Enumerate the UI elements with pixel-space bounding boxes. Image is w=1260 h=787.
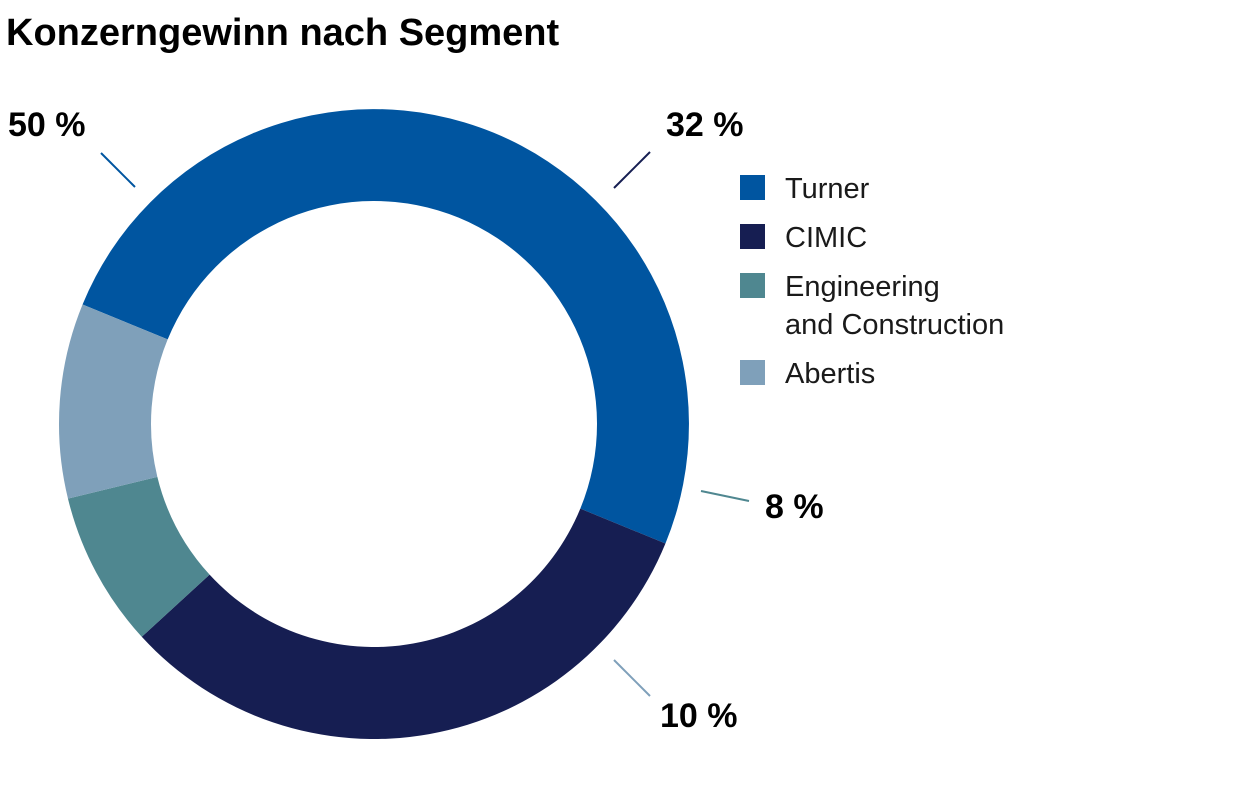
percent-label-turner: 50 % xyxy=(8,106,86,144)
legend-swatch-cimic xyxy=(740,224,765,249)
leader-lines xyxy=(100,151,750,697)
leader-line-engineering-and-construction xyxy=(700,490,750,502)
legend: Turner CIMIC Engineering and Construction Ab… xyxy=(740,173,1004,390)
slice-engineering-and-construction xyxy=(67,476,210,637)
legend-label-engineering-and-construction-line-1: Engineering xyxy=(785,271,940,303)
legend-swatch-abertis xyxy=(740,360,765,385)
slice-cimic xyxy=(141,508,666,739)
leader-line-turner xyxy=(100,152,136,188)
percent-label-cimic: 32 % xyxy=(666,106,744,144)
legend-swatch-turner xyxy=(740,175,765,200)
percent-label-engineering-and-construction: 8 % xyxy=(765,488,824,526)
legend-label-turner: Turner xyxy=(785,173,870,205)
percent-labels: 50 % 32 % 8 % 10 % xyxy=(8,106,824,735)
donut-slices xyxy=(59,109,689,739)
slice-turner xyxy=(82,109,689,544)
legend-label-cimic: CIMIC xyxy=(785,222,867,254)
leader-line-abertis xyxy=(613,659,651,697)
legend-label-abertis: Abertis xyxy=(785,358,875,390)
leader-line-cimic xyxy=(613,151,651,189)
chart-title: Konzerngewinn nach Segment xyxy=(6,12,560,54)
legend-label-engineering-and-construction-line-2: and Construction xyxy=(785,309,1004,341)
slice-abertis xyxy=(59,304,168,499)
legend-swatch-engineering-and-construction xyxy=(740,273,765,298)
percent-label-abertis: 10 % xyxy=(660,697,738,735)
